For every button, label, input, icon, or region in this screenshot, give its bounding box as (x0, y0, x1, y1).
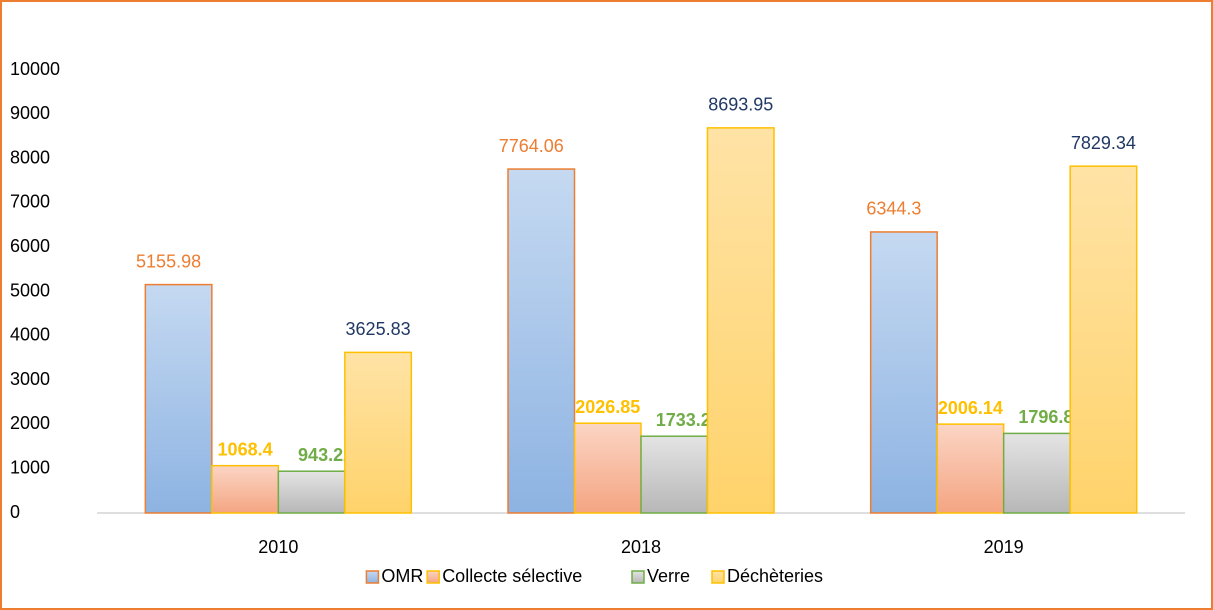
data-label: 1796.83 (1018, 407, 1083, 427)
legend-label: Verre (647, 566, 690, 586)
data-label: 2026.85 (575, 397, 640, 417)
y-tick-label: 4000 (10, 325, 50, 345)
bar (211, 464, 280, 514)
data-label: 8693.95 (708, 95, 773, 115)
bar (144, 283, 213, 514)
bar (573, 422, 642, 514)
bar (277, 470, 346, 514)
x-tick-label: 2019 (984, 537, 1024, 557)
y-tick-label: 3000 (10, 369, 50, 389)
legend-swatch (711, 570, 725, 584)
bar (1069, 165, 1138, 514)
data-label: 1068.4 (218, 439, 273, 459)
bar (936, 423, 1005, 514)
data-label: 2006.14 (938, 398, 1003, 418)
bar (640, 435, 709, 514)
y-tick-label: 6000 (10, 236, 50, 256)
data-label: 7764.06 (499, 136, 564, 156)
bar (344, 351, 413, 514)
data-label: 1733.29 (656, 410, 721, 430)
y-tick-label: 8000 (10, 147, 50, 167)
data-label: 6344.3 (866, 199, 921, 219)
y-tick-label: 10000 (10, 59, 60, 79)
bar (507, 168, 576, 514)
bar (706, 127, 775, 514)
y-tick-label: 5000 (10, 280, 50, 300)
bar (1002, 432, 1071, 514)
data-label: 943.22 (298, 445, 353, 465)
y-tick-label: 2000 (10, 413, 50, 433)
y-tick-label: 1000 (10, 457, 50, 477)
legend-swatch (426, 570, 440, 584)
data-label: 5155.98 (136, 251, 201, 271)
data-label: 3625.83 (346, 319, 411, 339)
y-tick-label: 0 (10, 502, 20, 522)
legend-label: OMR (381, 566, 423, 586)
x-tick-label: 2018 (621, 537, 661, 557)
x-tick-label: 2010 (258, 537, 298, 557)
y-tick-label: 7000 (10, 192, 50, 212)
legend-label: Collecte sélective (442, 566, 582, 586)
legend-swatch (631, 570, 645, 584)
legend-swatch (365, 570, 380, 584)
y-tick-label: 9000 (10, 103, 50, 123)
bar (869, 231, 938, 514)
legend-label: Déchèteries (727, 566, 823, 586)
data-label: 7829.34 (1071, 133, 1136, 153)
